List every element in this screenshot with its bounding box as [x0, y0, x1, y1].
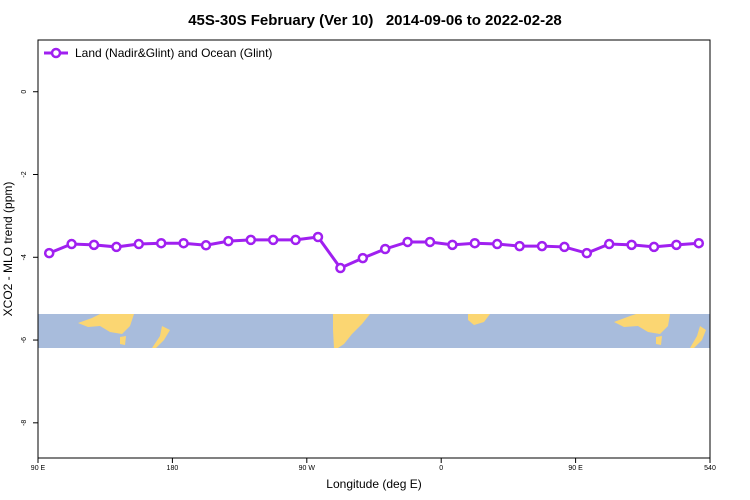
- x-tick-label: 90 E: [568, 465, 583, 472]
- point: [200, 240, 212, 251]
- point: [402, 236, 413, 248]
- point: [693, 237, 705, 249]
- y-tick-label: -4: [21, 254, 28, 260]
- point: [133, 238, 145, 250]
- point: [469, 237, 481, 249]
- point: [245, 234, 257, 246]
- point: [491, 238, 503, 250]
- y-tick-label: -8: [21, 420, 28, 426]
- point: [447, 239, 458, 251]
- point: [514, 240, 525, 252]
- point: [536, 240, 548, 252]
- x-axis-label: Longitude (deg E): [326, 477, 421, 491]
- y-tick-label: -6: [21, 337, 28, 343]
- plot-frame: [37, 39, 711, 459]
- point: [671, 239, 682, 251]
- point: [581, 247, 593, 259]
- point: [312, 231, 324, 243]
- point: [335, 262, 346, 274]
- x-tick-label: 540: [704, 465, 716, 472]
- point: [66, 238, 77, 250]
- x-tick-label: 90 E: [31, 465, 46, 472]
- x-tick-label: 90 W: [299, 465, 316, 472]
- point: [424, 236, 436, 248]
- chart-title: 45S-30S February (Ver 10) 2014-09-06 to …: [188, 12, 562, 29]
- point: [603, 238, 615, 250]
- series-line: [48, 235, 699, 270]
- legend-label: Land (Nadir&Glint) and Ocean (Glint): [75, 46, 272, 60]
- x-tick-label: 0: [439, 465, 443, 472]
- point: [648, 241, 660, 253]
- x-tick-label: 180: [167, 465, 179, 472]
- point: [379, 243, 391, 255]
- point: [357, 252, 369, 264]
- point: [111, 241, 122, 253]
- point: [155, 237, 167, 249]
- point: [43, 247, 55, 259]
- y-tick-label: -2: [21, 171, 28, 177]
- point: [559, 241, 570, 253]
- point: [626, 239, 637, 251]
- y-tick-label: 0: [21, 90, 28, 94]
- point: [88, 239, 100, 251]
- point: [178, 237, 189, 249]
- map-strip: [38, 314, 710, 348]
- y-axis-label: XCO2 - MLO trend (ppm): [1, 182, 15, 317]
- point: [223, 235, 234, 247]
- point: [267, 234, 279, 246]
- point: [290, 234, 301, 246]
- legend-marker: [50, 47, 62, 59]
